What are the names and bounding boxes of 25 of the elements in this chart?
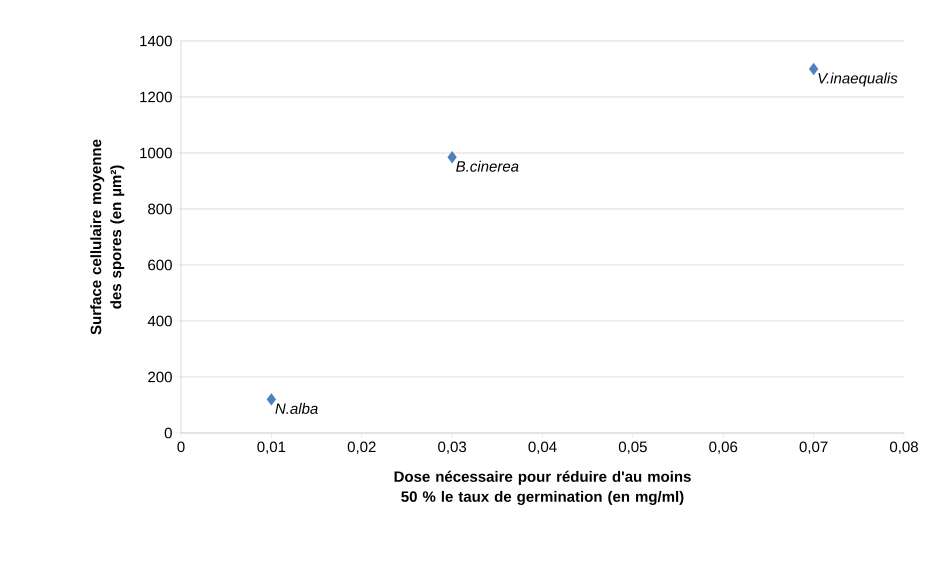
x-tick-label: 0,08	[890, 442, 918, 454]
x-axis-title: Dose nécessaire pour réduire d'au moins 50 % le taux de germination (en mg/ml)	[394, 470, 691, 505]
x-tick-label: 0,03	[438, 442, 466, 454]
annotation: B.cinerea	[456, 160, 519, 172]
x-tick-label: 0,06	[709, 442, 738, 454]
annotation: N.alba	[275, 402, 318, 414]
x-tick-label: 0,07	[800, 442, 828, 454]
y-tick-label: 0	[164, 428, 172, 438]
y-tick-label: 400	[148, 316, 172, 326]
x-tick-label: 0,05	[618, 442, 647, 454]
y-tick-label: 1000	[140, 148, 172, 158]
x-tick-label: 0	[177, 442, 185, 452]
point	[447, 150, 457, 164]
y-tick-label: 1400	[140, 36, 172, 46]
x-tick-label: 0,02	[348, 442, 376, 454]
x-tick-label: 0,01	[257, 442, 286, 454]
y-tick-label: 600	[148, 260, 172, 270]
annotation: V.inaequalis	[818, 72, 898, 86]
y-tick-label: 1200	[140, 92, 172, 102]
point	[808, 62, 818, 76]
y-axis-title: Surface cellulaire moyenne des spores (en µm²)	[90, 140, 124, 335]
point	[266, 393, 276, 406]
y-tick-label: 800	[148, 204, 172, 214]
x-tick-label: 0,04	[528, 442, 557, 454]
y-tick-label: 200	[148, 372, 172, 382]
